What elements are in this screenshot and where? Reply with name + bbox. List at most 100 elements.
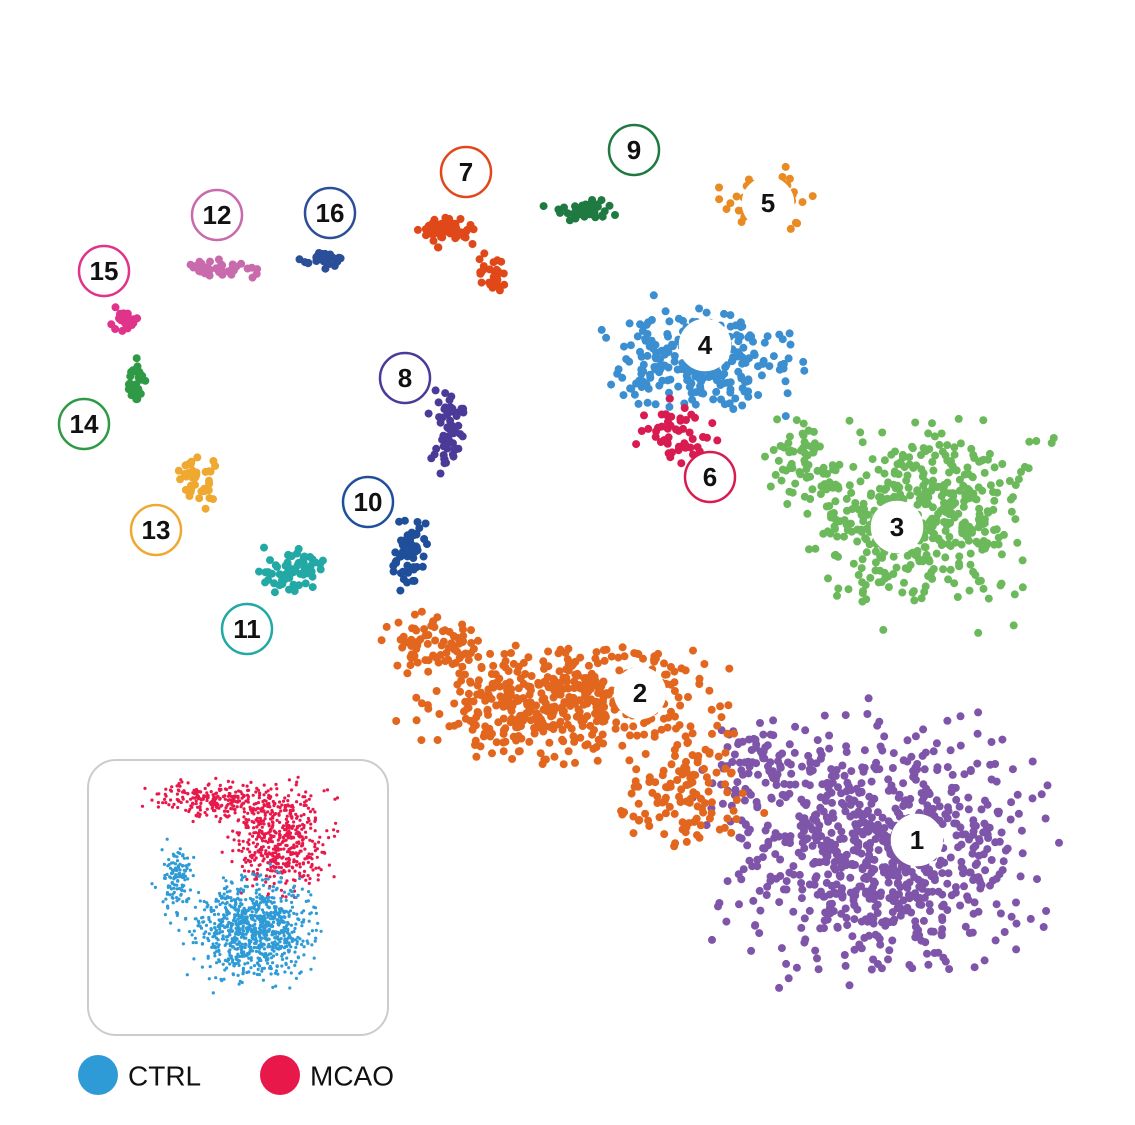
cell-dot [815,821,824,830]
cell-dot [475,255,484,264]
cell-dot [504,667,513,675]
cell-dot [775,330,784,339]
cell-dot [783,389,792,398]
inset-dot [277,913,281,917]
cell-dot [823,791,832,800]
cell-dot [633,332,642,341]
inset-dot [298,876,302,881]
cell-dot [629,812,638,821]
cell-dot [516,674,525,683]
cell-dot [797,795,806,804]
inset-dot [240,873,244,877]
inset-dot [321,843,325,847]
cell-dot [889,786,898,795]
inset-dot [280,856,284,860]
cell-dot [1043,781,1052,790]
cell-dot [417,736,426,745]
inset-dot [273,936,277,940]
inset-dot [169,887,173,891]
inset-dot [237,818,241,822]
cell-dot [731,394,740,403]
cell-dot [754,770,762,779]
inset-dot [317,866,321,870]
cell-dot [410,610,419,619]
cell-dot [583,712,592,721]
inset-dot [335,796,340,800]
cell-dot [506,718,515,727]
inset-dot [198,805,202,809]
inset-dot [243,915,247,920]
cell-dot [377,636,386,645]
cell-dot [987,738,996,746]
inset-dot [259,952,263,956]
inset-dot [284,895,288,899]
cell-dot [967,444,976,453]
inset-dot [251,834,255,838]
inset-dot [290,826,294,831]
inset-dot [240,934,244,939]
inset-dot [216,912,220,916]
inset-dot [248,832,252,836]
cell-dot [895,483,904,492]
inset-dot [257,833,261,838]
cell-dot [934,887,943,896]
inset-dot [276,919,281,923]
cell-dot [993,807,1002,816]
cell-dot [467,626,475,635]
cell-dot [755,929,764,938]
cell-dot [943,441,952,450]
inset-dot [274,984,278,988]
inset-dot [224,814,228,818]
cell-dot [799,431,808,440]
inset-dot [205,791,209,795]
cell-dot [888,936,897,945]
cell-dot [825,744,834,753]
inset-dot [214,776,218,781]
inset-dot [169,798,173,802]
inset-dot [274,888,278,892]
cell-dot [941,526,950,535]
cell-dot [800,914,809,923]
cell-dot [741,358,750,367]
inset-dot [303,857,307,861]
cell-dot [602,333,611,342]
cell-dot [763,332,772,341]
cell-dot [989,505,998,514]
inset-dot [242,858,246,862]
inset-dot [260,969,264,973]
inset-dot [245,877,249,882]
inset-dot [176,805,180,810]
inset-dot [238,944,243,949]
inset-dot [192,929,196,933]
cell-dot [660,830,669,839]
cell-dot [954,843,963,852]
cell-dot [974,483,983,492]
inset-dot [236,896,240,901]
cell-dot [885,946,894,955]
cell-dot [946,853,955,862]
cell-dot [642,380,651,389]
cell-dot [867,799,876,808]
inset-dot [233,913,237,917]
inset-dot [253,914,257,918]
cell-dot [565,216,574,225]
cell-dot [467,639,476,647]
cell-dot [957,857,966,866]
cell-dot [663,783,672,792]
cell-dot [787,459,796,468]
cell-dot [436,469,445,478]
inset-dot [318,835,322,839]
cell-dot [888,764,897,772]
cell-dot [473,681,482,690]
inset-dot [303,847,307,851]
cell-dot [937,931,946,940]
inset-dot [197,890,201,895]
cell-dot [902,863,911,872]
inset-dot [239,922,243,926]
inset-dot [301,795,305,799]
cell-dot [620,808,629,817]
cell-dot [911,917,920,926]
cell-dot [417,607,426,616]
cell-dot [773,415,782,424]
